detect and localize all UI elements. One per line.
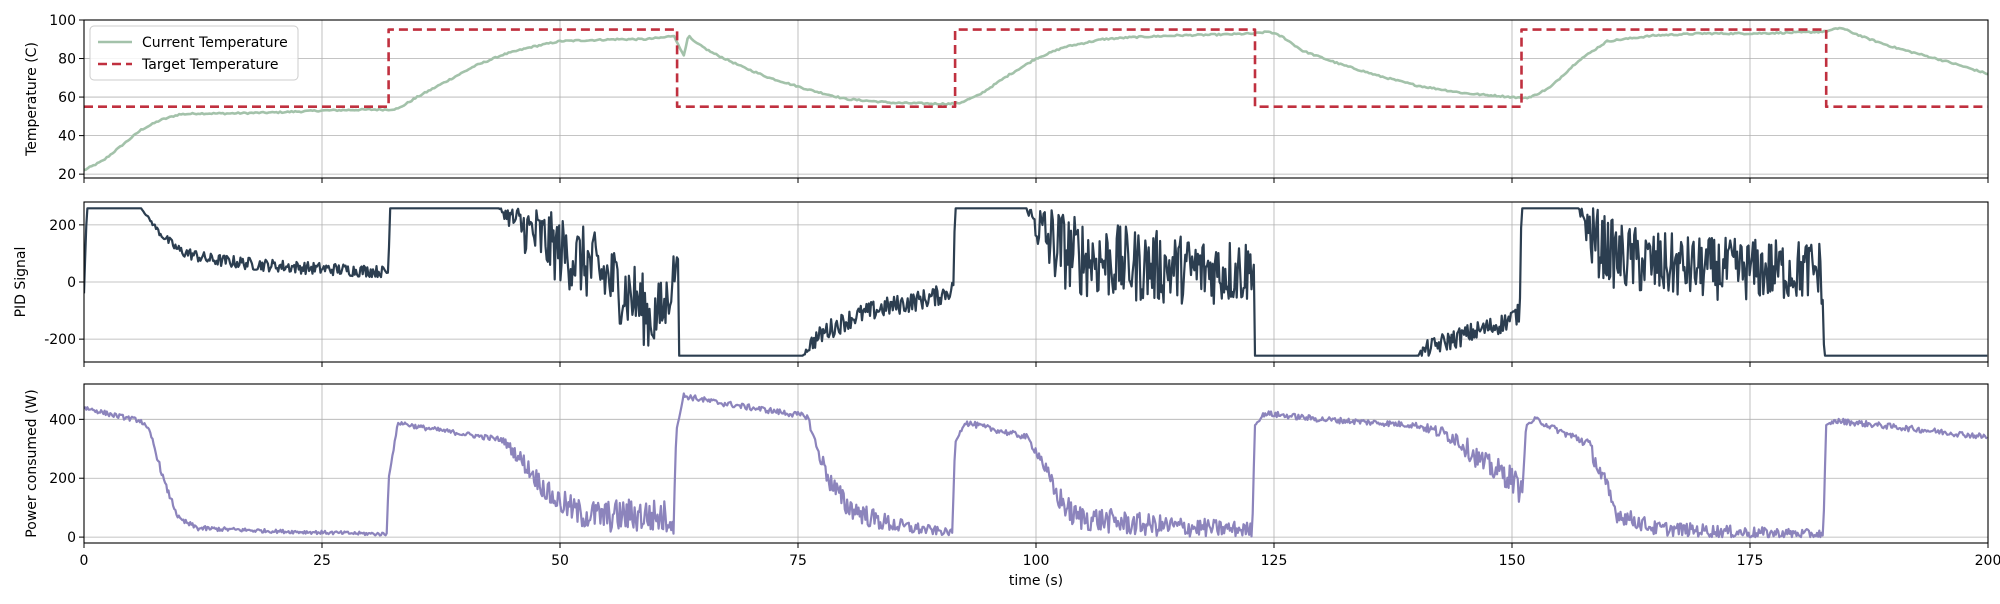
- series-line-pid-0: [84, 207, 1988, 357]
- legend-entry-label: Current Temperature: [142, 35, 288, 51]
- y-tick-label: 0: [67, 530, 76, 546]
- x-tick-label: 100: [1023, 553, 1050, 569]
- y-axis-label: Temperature (C): [24, 42, 40, 157]
- y-tick-label: 80: [58, 52, 76, 68]
- series-group: [84, 392, 1988, 539]
- y-axis-label: Power consumed (W): [24, 389, 40, 537]
- x-tick-label: 175: [1737, 553, 1764, 569]
- y-tick-label: 400: [49, 412, 76, 428]
- series-line-power-0: [84, 392, 1988, 539]
- y-tick-label: 60: [58, 90, 76, 106]
- x-axis-label: time (s): [1009, 573, 1063, 589]
- y-axis-label: PID Signal: [13, 247, 29, 318]
- y-tick-label: 40: [58, 129, 76, 145]
- y-tick-label: 0: [67, 275, 76, 291]
- x-tick-label: 25: [313, 553, 331, 569]
- x-tick-label: 150: [1499, 553, 1526, 569]
- y-tick-label: 100: [49, 13, 76, 29]
- series-line-temperature-1: [84, 28, 1988, 108]
- x-tick-label: 200: [1975, 553, 2000, 569]
- x-tick-label: 125: [1261, 553, 1288, 569]
- series-line-temperature-0: [84, 26, 1988, 172]
- y-tick-label: -200: [44, 332, 76, 348]
- series-group: [84, 207, 1988, 357]
- panel-temperature: 20 40 60 80 100 Temperature (C) Current Temper…: [24, 13, 1989, 183]
- panel-pid: -200 0 200 PID Signal: [13, 201, 1989, 367]
- y-tick-label: 200: [49, 471, 76, 487]
- x-tick-label: 75: [789, 553, 807, 569]
- y-tick-label: 200: [49, 218, 76, 234]
- x-tick-label: 50: [551, 553, 569, 569]
- series-group: [84, 26, 1988, 172]
- legend-entry-label: Target Temperature: [141, 57, 278, 73]
- y-tick-label: 20: [58, 167, 76, 183]
- legend-box: [89, 25, 299, 81]
- x-tick-label: 0: [80, 553, 89, 569]
- panel-power: 0 200 400 0 25 50 75 100 125 150 175 200 time (s) Pow…: [24, 383, 2000, 589]
